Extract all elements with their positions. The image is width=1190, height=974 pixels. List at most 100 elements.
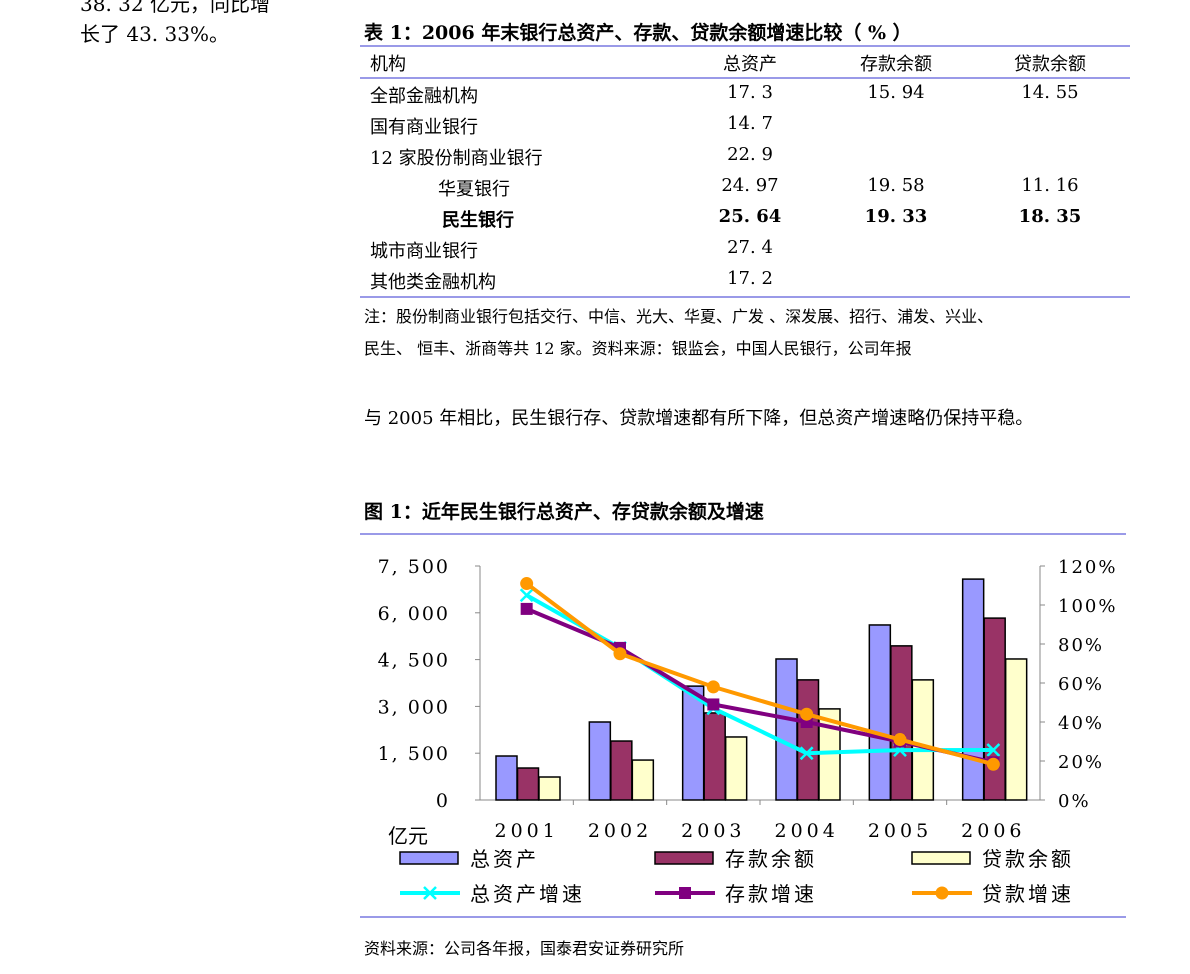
bar-loans [538,776,561,801]
right-tick-label: 100% [1058,596,1117,617]
deposit-growth-point [520,602,533,615]
table-header-rule [360,77,1130,79]
bar-deposits [890,645,913,801]
total-assets-growth-point [799,746,814,761]
loan-growth-point [613,647,627,661]
legend-swatch [654,851,714,865]
right-tick-label: 20% [1058,752,1104,773]
row-value: 14. 55 [1021,82,1079,103]
legend-marker [423,886,437,900]
right-tick-label: 60% [1058,674,1104,695]
row-value: 19. 58 [867,175,925,196]
x-tick-label: 2004 [774,820,838,842]
row-value: 19. 33 [864,206,928,227]
body-text-line: 长了 43. 33%。 [80,22,229,46]
legend-marker [679,887,691,899]
left-tick-label: 3, 000 [378,696,450,718]
row-value: 24. 97 [721,175,779,196]
x-tick-label: 2005 [868,820,932,842]
total-assets-growth-point [986,743,1001,757]
x-tick-label: 2003 [681,820,745,842]
body-text-line: 38. 32 亿元，同比增 [80,0,270,16]
unit-label: 亿元 [388,824,428,848]
row-institution: 国有商业银行 [370,117,478,138]
row-value: 18. 35 [1018,206,1082,227]
legend-label: 存款增速 [725,882,817,906]
right-tick-label: 0% [1058,791,1091,812]
loan-growth-point [706,680,720,694]
bar-deposits [983,617,1006,801]
row-value: 25. 64 [718,206,782,227]
row-institution: 城市商业银行 [370,241,478,262]
x-tick-label: 2001 [494,820,558,842]
row-value: 17. 2 [727,268,773,289]
legend-label: 贷款余额 [982,847,1074,871]
row-value: 17. 3 [727,82,773,103]
bar-loans [724,736,748,801]
row-value: 11. 16 [1021,175,1079,196]
bar-loans [1004,658,1028,801]
loan-growth-point [520,577,534,591]
legend-marker [935,886,949,900]
bar-total-assets [961,578,985,801]
bar-total-assets [775,658,798,801]
row-institution: 全部金融机构 [370,86,478,107]
figure-source: 资料来源：公司各年报，国泰君安证券研究所 [364,939,685,958]
left-tick-label: 6, 000 [378,603,450,625]
legend-swatch [399,851,459,865]
row-value: 22. 9 [727,144,773,165]
bar-deposits [703,712,726,801]
bar-total-assets [868,624,892,801]
header-deposits: 存款余额 [860,54,932,75]
table-note: 注：股份制商业银行包括交行、中信、光大、华夏、广发 、深发展、招行、浦发、兴业、 [364,307,994,326]
figure-bottom-rule [360,916,1126,918]
right-tick-label: 120% [1058,557,1117,578]
x-tick-label: 2006 [961,820,1025,842]
legend-label: 存款余额 [725,847,817,871]
bar-total-assets [495,755,518,801]
right-tick-label: 40% [1058,713,1104,734]
bar-total-assets [681,685,705,801]
figure-top-rule [360,533,1126,535]
total-assets-growth-point [519,588,534,603]
header-institution: 机构 [370,54,406,75]
legend-label: 总资产增速 [470,882,585,906]
row-value: 15. 94 [867,82,925,103]
header-total-assets: 总资产 [723,54,777,75]
legend-label: 总资产 [470,847,539,871]
table-note: 民生、 恒丰、浙商等共 12 家。资料来源：银监会，中国人民银行，公司年报 [364,339,912,358]
paragraph: 与 2005 年相比，民生银行存、贷款增速都有所下降，但总资产增速略仍保持平稳。 [364,408,1034,429]
bar-total-assets [588,721,612,801]
header-loans: 贷款余额 [1014,54,1086,75]
total-assets-growth-line [525,593,994,756]
left-tick-label: 0 [436,790,450,812]
legend-swatch [911,851,971,865]
bar-deposits [610,740,633,801]
right-tick-label: 80% [1058,635,1104,656]
loan-growth-point [800,707,814,721]
figure-title: 图 1：近年民生银行总资产、存贷款余额及增速 [364,501,764,523]
row-institution: 12 家股份制商业银行 [370,148,543,169]
bar-deposits [796,679,820,801]
left-tick-label: 4, 500 [378,650,450,672]
table-top-rule [360,45,1130,47]
row-institution: 其他类金融机构 [370,272,496,293]
row-institution: 民生银行 [442,210,514,231]
legend-label: 贷款增速 [982,882,1074,906]
row-value: 27. 4 [727,237,773,258]
bar-loans [911,679,935,801]
row-institution: 华夏银行 [438,179,510,200]
left-tick-label: 1, 500 [378,743,450,765]
row-value: 14. 7 [727,113,773,134]
table-title: 表 1：2006 年末银行总资产、存款、贷款余额增速比较（ % ） [364,22,912,44]
table-bottom-rule [360,296,1130,298]
loan-growth-line [525,581,994,767]
loan-growth-point [893,733,907,747]
x-tick-label: 2002 [588,820,652,842]
bar-loans [631,759,655,801]
loan-growth-point [986,757,1000,771]
deposit-growth-point [707,698,720,711]
bar-deposits [516,767,540,801]
left-tick-label: 7, 500 [378,556,450,578]
